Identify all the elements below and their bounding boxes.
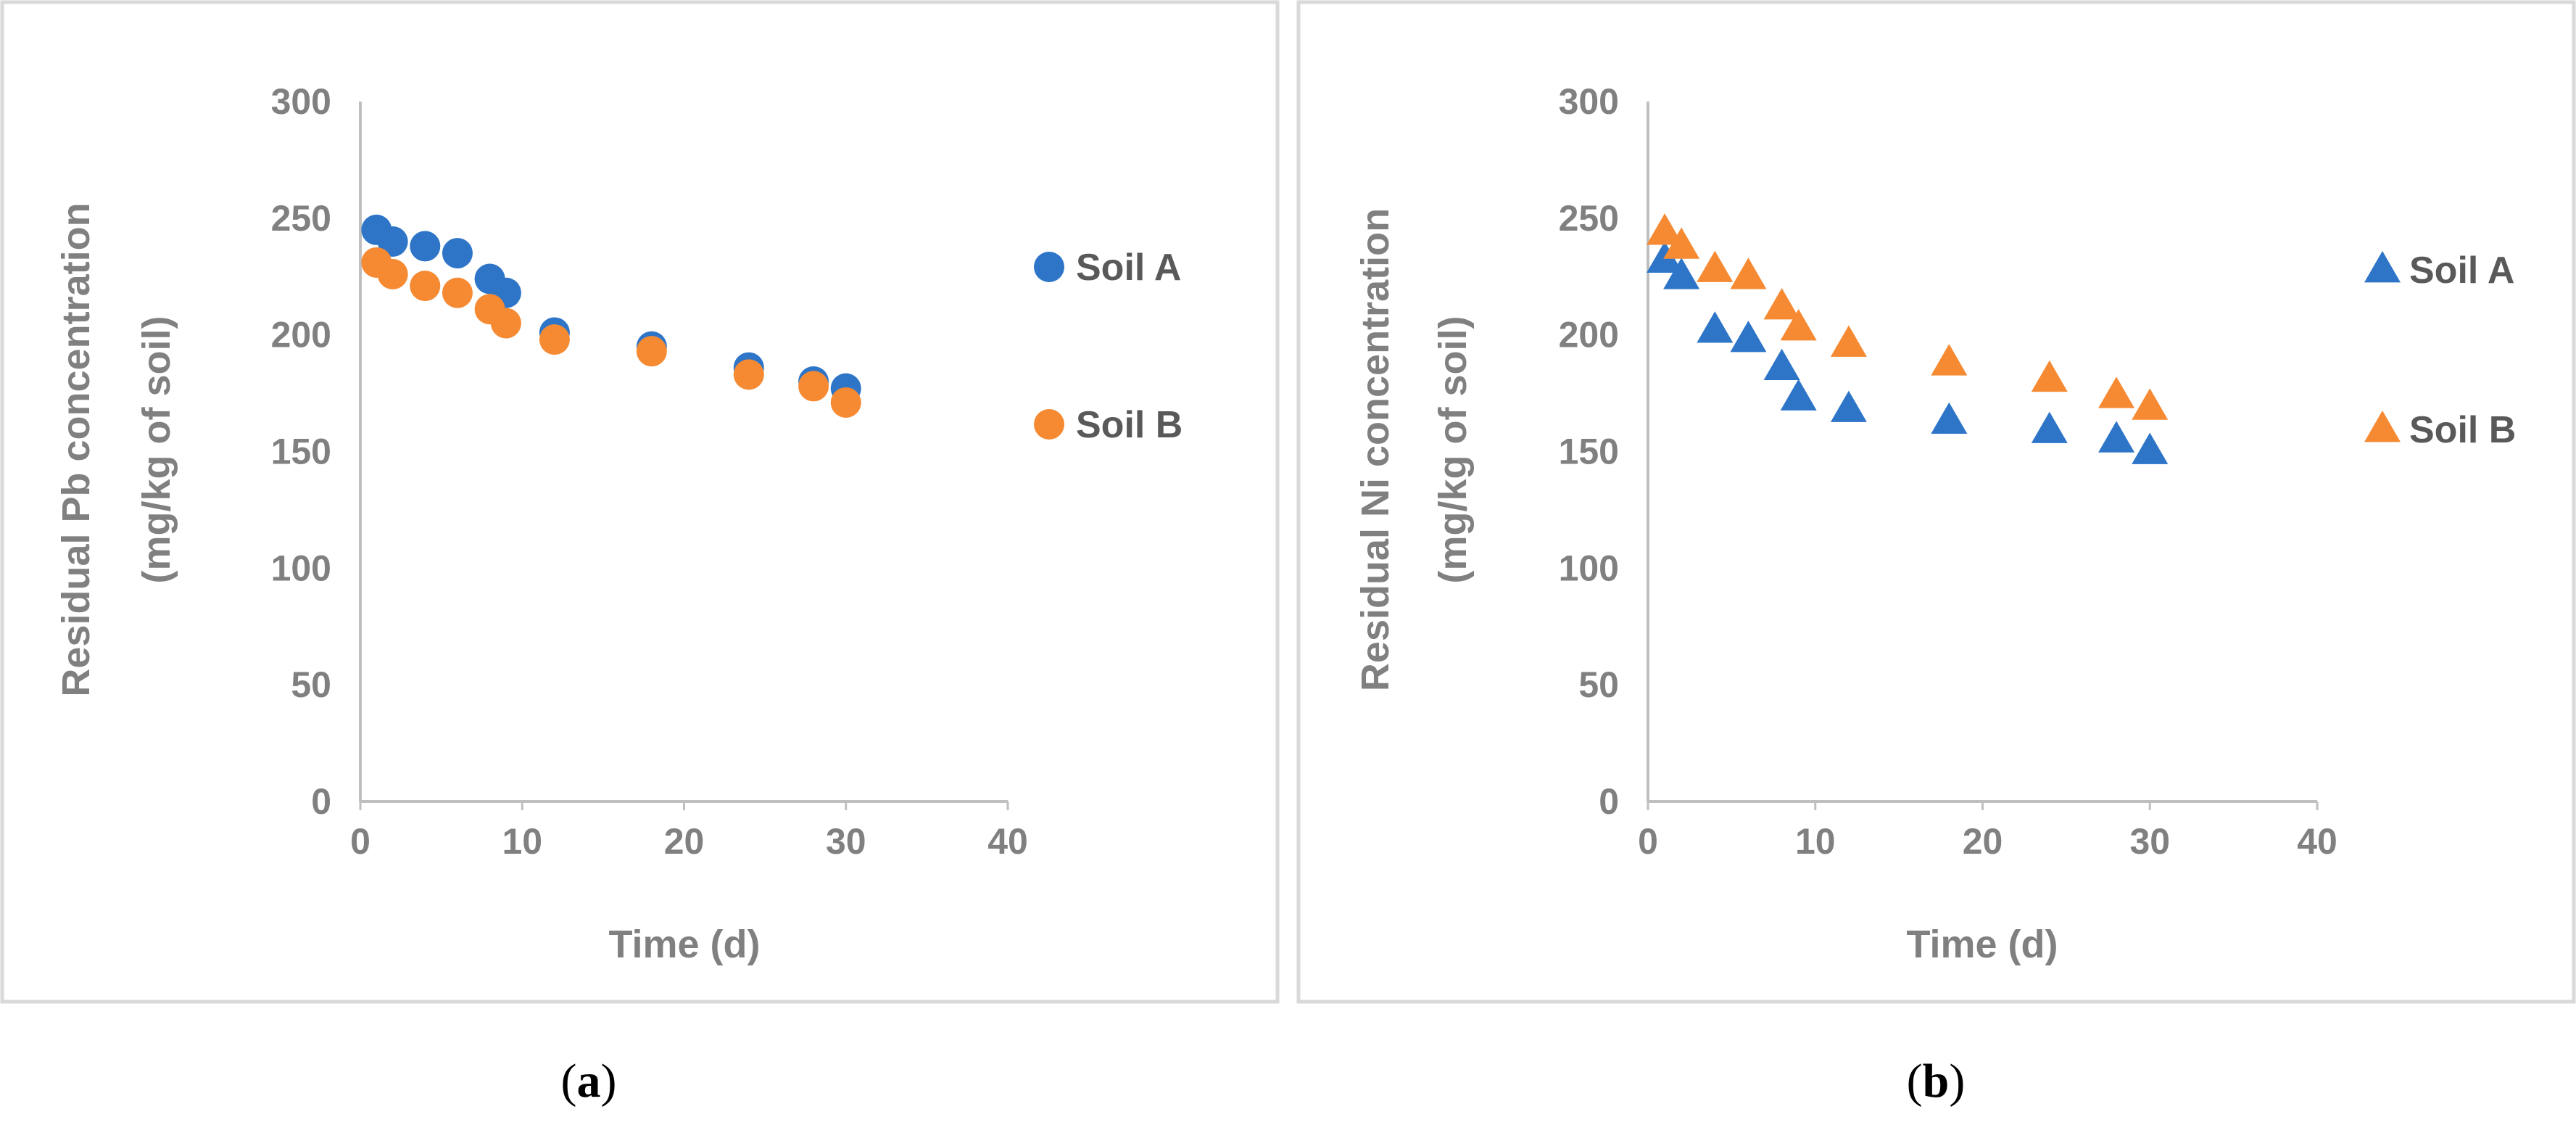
chart-a-point-soil-b-7 (636, 336, 667, 367)
chart-b-legend-marker-1 (2364, 411, 2401, 442)
chart-b-plot-area: 0 10 20 30 40 0 50 100 150 200 250 300 (1559, 81, 2337, 862)
chart-a-y-tick-label-4: 200 (271, 315, 331, 355)
chart-b-y-tick-label-3: 150 (1559, 432, 1619, 472)
chart-b-point-soil-a-6 (1830, 390, 1867, 422)
chart-a-y-tick-label-1: 50 (291, 664, 331, 705)
chart-panel-a: 0 10 20 30 40 0 50 100 150 200 250 300 Time (d) Res… (0, 0, 1280, 1121)
chart-a-frame (0, 0, 1280, 1004)
chart-a-x-tick-label-0: 0 (350, 821, 370, 862)
chart-a-point-soil-b-2 (410, 271, 441, 302)
chart-a-legend-marker-0 (1034, 252, 1064, 282)
chart-b-legend-label-0: Soil A (2409, 250, 2514, 292)
chart-a-x-axis-title: Time (d) (608, 923, 760, 966)
chart-a-x-tick-label-4: 40 (987, 821, 1028, 862)
chart-b-y-tick-label-1: 50 (1578, 664, 1619, 705)
chart-a-x-tick-label-3: 30 (826, 821, 866, 862)
chart-a-x-tick-label-1: 10 (502, 821, 542, 862)
chart-b-legend: Soil A Soil B (2364, 250, 2516, 451)
chart-b-point-soil-b-6 (1830, 325, 1867, 357)
chart-b-point-soil-b-10 (2132, 388, 2169, 420)
chart-b-point-soil-a-3 (1730, 321, 1767, 353)
chart-a-legend-marker-1 (1034, 409, 1064, 440)
chart-b-point-soil-a-2 (1697, 311, 1734, 343)
chart-b-svg: 0 10 20 30 40 0 50 100 150 200 250 300 Time (d) Res… (1296, 0, 2576, 1108)
chart-a-svg: 0 10 20 30 40 0 50 100 150 200 250 300 Time (d) Res… (0, 0, 1280, 1108)
chart-a-caption-letter: a (577, 1055, 601, 1108)
chart-panel-b: 0 10 20 30 40 0 50 100 150 200 250 300 Time (d) Res… (1296, 0, 2576, 1121)
chart-a-y-tick-label-3: 150 (271, 432, 331, 472)
chart-a-y-tick-label-2: 100 (271, 548, 331, 588)
chart-a-point-soil-b-10 (830, 387, 861, 418)
chart-a-point-soil-b-3 (442, 277, 473, 308)
chart-b-y-tick-label-5: 250 (1559, 198, 1619, 239)
chart-a-y-axis-title-line1: Residual Pb concentration (54, 202, 98, 696)
chart-b-point-soil-b-4 (1763, 288, 1800, 320)
chart-a-y-tick-label-0: 0 (311, 781, 331, 822)
chart-b-y-tick-label-6: 300 (1559, 81, 1619, 122)
chart-b-point-soil-b-9 (2098, 376, 2135, 408)
chart-b-point-soil-a-5 (1780, 379, 1817, 411)
chart-b-point-soil-b-7 (1931, 344, 1968, 376)
chart-a-legend: Soil A Soil B (1034, 247, 1183, 446)
chart-b-y-tick-label-4: 200 (1559, 315, 1619, 355)
chart-a-point-soil-a-3 (442, 238, 473, 269)
chart-a-point-soil-b-9 (798, 371, 829, 402)
chart-b-x-tick-label-1: 10 (1795, 821, 1836, 862)
chart-b-x-tick-label-0: 0 (1638, 821, 1658, 862)
chart-a-legend-label-1: Soil B (1076, 404, 1183, 446)
chart-b-x-tick-label-4: 40 (2297, 821, 2337, 862)
chart-b-point-soil-b-0 (1647, 213, 1683, 245)
chart-a-point-soil-b-1 (377, 259, 408, 290)
chart-b-point-soil-a-7 (1931, 402, 1968, 434)
chart-a-y-tick-label-5: 250 (271, 198, 331, 239)
chart-b-legend-label-1: Soil B (2409, 409, 2516, 451)
chart-a-point-soil-b-6 (539, 324, 570, 355)
chart-b-point-soil-b-8 (2031, 360, 2068, 392)
chart-a-point-soil-b-5 (490, 308, 521, 339)
chart-a-y-tick-label-6: 300 (271, 81, 331, 122)
chart-b-x-tick-label-3: 30 (2129, 821, 2170, 862)
chart-b-y-axis-title-line2: (mg/kg of soil) (1431, 316, 1475, 584)
chart-b-point-soil-b-2 (1697, 250, 1734, 282)
chart-b-legend-marker-0 (2364, 251, 2401, 283)
chart-b-x-axis-title: Time (d) (1906, 923, 2058, 966)
chart-a-caption: (a) (561, 1055, 617, 1108)
chart-a-legend-label-0: Soil A (1076, 247, 1181, 289)
chart-b-y-tick-label-0: 0 (1599, 781, 1619, 822)
chart-b-point-soil-b-3 (1730, 257, 1767, 289)
chart-b-y-axis-title-line1: Residual Ni concentration (1354, 208, 1397, 691)
chart-b-frame (1296, 0, 2576, 1004)
chart-a-plot-area: 0 10 20 30 40 0 50 100 150 200 250 300 (271, 81, 1028, 862)
chart-a-point-soil-a-2 (410, 231, 441, 262)
chart-a-point-soil-a-1 (377, 226, 408, 257)
chart-b-y-tick-label-2: 100 (1559, 548, 1619, 588)
chart-b-caption: (b) (1907, 1055, 1966, 1108)
chart-b-point-soil-a-10 (2132, 432, 2169, 464)
chart-b-point-soil-a-8 (2031, 411, 2068, 443)
chart-a-x-tick-label-2: 20 (664, 821, 705, 862)
chart-b-point-soil-a-1 (1663, 257, 1700, 289)
chart-a-point-soil-b-8 (733, 359, 764, 390)
chart-b-point-soil-b-5 (1780, 309, 1817, 341)
chart-b-point-soil-a-4 (1763, 348, 1800, 381)
chart-a-y-axis-title-line2: (mg/kg of soil) (135, 316, 178, 584)
chart-b-point-soil-a-9 (2098, 421, 2135, 453)
chart-b-point-soil-b-1 (1663, 227, 1700, 259)
chart-b-caption-letter: b (1923, 1055, 1950, 1108)
chart-b-x-tick-label-2: 20 (1963, 821, 2003, 862)
